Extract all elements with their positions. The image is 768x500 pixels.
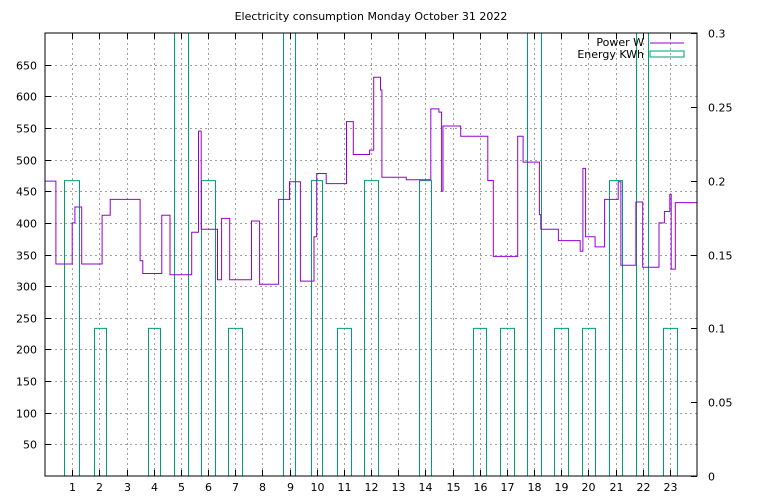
x-tick-label: 13 xyxy=(392,481,406,494)
x-tick-label: 6 xyxy=(205,481,212,494)
energy-bar xyxy=(228,327,243,476)
x-tick-label: 9 xyxy=(287,481,294,494)
x-tick-label: 5 xyxy=(178,481,185,494)
x-tick-label: 12 xyxy=(365,481,379,494)
x-tick-label: 4 xyxy=(151,481,158,494)
y-left-tick-label: 400 xyxy=(16,218,37,231)
y-left-tick-label: 350 xyxy=(16,250,37,263)
y-left-tick-label: 100 xyxy=(16,408,37,421)
grid xyxy=(45,33,697,476)
energy-bar xyxy=(148,327,161,476)
x-tick-label: 15 xyxy=(447,481,461,494)
y-left-tick-label: 500 xyxy=(16,155,37,168)
y-right-tick-label: 0.15 xyxy=(708,250,733,263)
legend-power-label: Power W xyxy=(596,36,644,49)
energy-bar xyxy=(663,327,678,476)
y-left-tick-label: 250 xyxy=(16,313,37,326)
energy-bar xyxy=(283,32,296,476)
chart-title: Electricity consumption Monday October 3… xyxy=(235,10,508,23)
x-tick-label: 19 xyxy=(555,481,569,494)
x-tick-label: 18 xyxy=(528,481,542,494)
energy-bar xyxy=(94,327,107,476)
x-tick-label: 21 xyxy=(610,481,624,494)
legend: Power W Energy KWh xyxy=(577,36,685,61)
x-tick-label: 22 xyxy=(637,481,651,494)
x-tick-label: 3 xyxy=(124,481,131,494)
energy-bar xyxy=(473,327,487,476)
energy-bar xyxy=(582,327,596,476)
energy-bar xyxy=(337,327,352,476)
y-left-tick-label: 650 xyxy=(16,60,37,73)
y-right-tick-label: 0.05 xyxy=(708,397,733,410)
x-tick-label: 16 xyxy=(474,481,488,494)
y-left-tick-label: 600 xyxy=(16,91,37,104)
energy-bar xyxy=(201,180,216,476)
axis-ticks: 50 100 150 200 250 300 350 400 450 500 550 600 650 0 0… xyxy=(16,28,733,495)
x-tick-label: 2 xyxy=(96,481,103,494)
power-series-line xyxy=(45,76,697,285)
y-left-tick-label: 300 xyxy=(16,281,37,294)
energy-bar xyxy=(609,180,623,476)
energy-bar xyxy=(64,180,80,476)
y-right-tick-label: 0.3 xyxy=(708,28,726,41)
energy-bar xyxy=(419,180,432,476)
y-right-tick-label: 0.2 xyxy=(708,176,726,189)
y-left-tick-label: 550 xyxy=(16,123,37,136)
x-tick-label: 7 xyxy=(232,481,239,494)
x-tick-label: 14 xyxy=(419,481,433,494)
y-right-tick-label: 0.25 xyxy=(708,102,733,115)
y-left-tick-label: 200 xyxy=(16,344,37,357)
x-tick-label: 11 xyxy=(338,481,352,494)
x-tick-label: 23 xyxy=(664,481,678,494)
y-right-tick-label: 0.1 xyxy=(708,323,726,336)
legend-energy-swatch xyxy=(649,50,685,58)
y-right-tick-label: 0 xyxy=(708,471,715,484)
energy-bar xyxy=(364,180,379,476)
x-tick-label: 10 xyxy=(311,481,325,494)
x-tick-label: 1 xyxy=(69,481,76,494)
energy-bar xyxy=(500,327,515,476)
energy-bar xyxy=(554,327,569,476)
y-left-tick-label: 50 xyxy=(23,439,37,452)
y-left-tick-label: 450 xyxy=(16,186,37,199)
x-tick-label: 20 xyxy=(582,481,596,494)
x-tick-label: 17 xyxy=(501,481,515,494)
x-tick-label: 8 xyxy=(259,481,266,494)
legend-energy-label: Energy KWh xyxy=(577,48,644,61)
y-left-tick-label: 150 xyxy=(16,376,37,389)
energy-series xyxy=(64,32,678,476)
